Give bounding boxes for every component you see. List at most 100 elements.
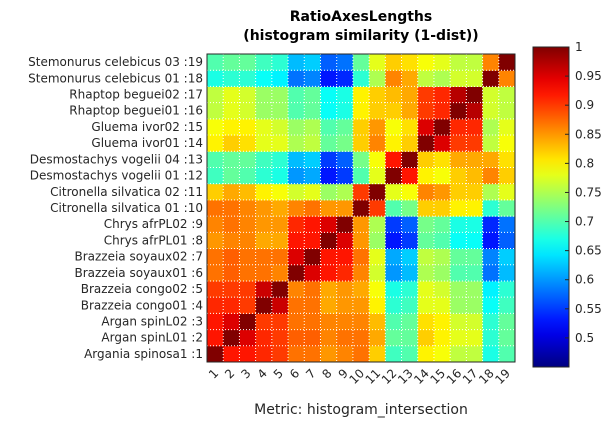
heatmap-cell <box>385 248 403 266</box>
heatmap-cell <box>288 199 305 217</box>
y-tick-label: Rhaptop beguei02 :17 <box>69 88 203 102</box>
y-tick-label: Rhaptop beguei01 :16 <box>69 104 203 118</box>
heatmap-cell <box>223 313 240 331</box>
heatmap-cell <box>336 313 354 331</box>
x-tick-label: 1 <box>206 366 221 381</box>
heatmap-cell <box>207 118 224 136</box>
heatmap-cell <box>498 232 516 250</box>
heatmap-cell <box>255 297 273 314</box>
heatmap-cell <box>352 280 370 298</box>
heatmap-cell <box>450 151 467 168</box>
heatmap-cell <box>369 54 386 71</box>
y-tick-label: Brazzeia soyaux02 :7 <box>74 250 203 264</box>
heatmap-cell <box>336 135 354 152</box>
heatmap-cell <box>433 280 451 298</box>
heatmap-cell <box>369 199 386 217</box>
heatmap-cell <box>450 345 467 363</box>
heatmap-cell <box>255 313 273 331</box>
heatmap-cells <box>207 54 516 363</box>
heatmap-cell <box>239 248 257 266</box>
heatmap-cell <box>352 216 370 233</box>
heatmap-cell <box>320 199 338 217</box>
y-tick-labels: Argania spinosa1 :1 Argan spinL01 :2 Argan… <box>28 55 203 361</box>
heatmap-cell <box>369 329 386 347</box>
colorbar-tick-label: 0.6 <box>575 273 594 287</box>
heatmap-cell <box>320 329 338 347</box>
heatmap-cell <box>336 86 354 104</box>
heatmap-cell <box>433 232 451 250</box>
heatmap-cell <box>466 151 484 168</box>
heatmap-cell <box>271 313 289 331</box>
heatmap-cell <box>320 70 338 87</box>
heatmap-cell <box>271 264 289 282</box>
heatmap-cell <box>450 135 467 152</box>
heatmap-cell <box>223 135 240 152</box>
heatmap-cell <box>401 329 419 347</box>
heatmap-cell <box>223 102 240 120</box>
heatmap-cell <box>450 232 467 250</box>
heatmap-cell <box>336 329 354 347</box>
heatmap-cell <box>498 313 516 331</box>
y-tick-label: Desmostachys vogelii 04 :13 <box>30 152 203 166</box>
heatmap-cell <box>466 329 484 347</box>
heatmap-cell <box>207 167 224 185</box>
y-tick-label: Citronella silvatica 01 :10 <box>50 201 203 215</box>
heatmap-cell <box>401 102 419 120</box>
heatmap-cell <box>450 102 467 120</box>
heatmap-cell <box>239 151 257 168</box>
heatmap-cell <box>255 151 273 168</box>
heatmap-cell <box>417 264 435 282</box>
heatmap-cell <box>223 70 240 87</box>
heatmap-cell <box>482 297 500 314</box>
heatmap-cell <box>271 86 289 104</box>
heatmap-cell <box>255 329 273 347</box>
heatmap-cell <box>336 345 354 363</box>
heatmap-cell <box>207 54 224 71</box>
heatmap-cell <box>288 70 305 87</box>
heatmap-cell <box>385 183 403 201</box>
y-tick-label: Argania spinosa1 :1 <box>84 347 203 361</box>
heatmap-cell <box>304 345 321 363</box>
heatmap-cell <box>336 297 354 314</box>
heatmap-cell <box>385 102 403 120</box>
heatmap-cell <box>207 248 224 266</box>
heatmap-cell <box>320 151 338 168</box>
y-tick-label: Gluema ivor01 :14 <box>91 136 203 150</box>
heatmap-cell <box>336 151 354 168</box>
heatmap-cell <box>385 70 403 87</box>
heatmap-cell <box>223 167 240 185</box>
heatmap-cell <box>336 70 354 87</box>
heatmap-cell <box>385 118 403 136</box>
heatmap-cell <box>223 54 240 71</box>
heatmap-cell <box>288 54 305 71</box>
heatmap-cell <box>255 86 273 104</box>
heatmap-cell <box>239 264 257 282</box>
heatmap-cell <box>417 345 435 363</box>
heatmap-cell <box>482 216 500 233</box>
heatmap-cell <box>450 264 467 282</box>
heatmap-cell <box>352 199 370 217</box>
heatmap-cell <box>304 329 321 347</box>
x-tick-label: 7 <box>303 366 318 381</box>
heatmap-cell <box>304 199 321 217</box>
heatmap-cell <box>417 118 435 136</box>
heatmap-cell <box>401 118 419 136</box>
heatmap-cell <box>417 70 435 87</box>
heatmap-cell <box>385 297 403 314</box>
heatmap-cell <box>466 345 484 363</box>
heatmap-cell <box>336 280 354 298</box>
heatmap-cell <box>369 118 386 136</box>
heatmap-cell <box>498 329 516 347</box>
colorbar-tick-label: 0.85 <box>575 127 602 141</box>
heatmap-cell <box>433 167 451 185</box>
heatmap-cell <box>498 297 516 314</box>
heatmap-cell <box>352 102 370 120</box>
heatmap-cell <box>466 54 484 71</box>
heatmap-cell <box>450 86 467 104</box>
heatmap-cell <box>352 232 370 250</box>
heatmap-cell <box>288 297 305 314</box>
heatmap-cell <box>239 280 257 298</box>
colorbar-tick-label: 0.9 <box>575 98 594 112</box>
heatmap-cell <box>466 216 484 233</box>
